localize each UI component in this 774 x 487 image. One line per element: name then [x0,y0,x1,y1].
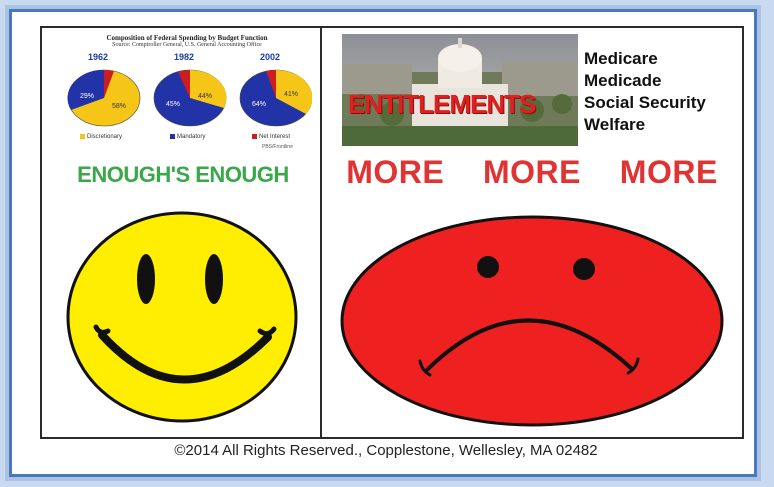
left-eye [477,256,499,278]
image-frame: Composition of Federal Spending by Budge… [9,9,757,477]
smile-mouth [98,331,272,384]
more-more-more-headline: MORE MORE MORE [346,154,718,190]
federal-spending-chart: Composition of Federal Spending by Budge… [62,34,312,152]
program-medicade: Medicade [584,71,662,90]
legend-discretionary: Discretionary [80,134,122,140]
frown-mouth [424,318,634,373]
frowning-face-icon [340,215,724,427]
left-panel: Composition of Federal Spending by Budge… [40,26,322,439]
enoughs-enough-headline: ENOUGH'S ENOUGH [77,162,289,187]
legend-swatch-discretionary [80,134,85,139]
right-panel: ENTITLEMENTS Medicare Medicade Social Se… [320,26,744,439]
legend-label-mandatory: Mandatory [177,134,206,141]
legend-swatch-net-interest [252,134,257,139]
pie-1962: 29% 58% [67,69,141,127]
program-medicare: Medicare [584,49,658,68]
right-eye [573,258,595,280]
chart-credit: PBS/Frontline [262,144,293,150]
year-label-1962: 1962 [88,52,109,62]
pie-2002: 64% 41% [239,69,312,127]
pie-1982-right-pct: 44% [198,93,212,100]
copyright-notice: ©2014 All Rights Reserved., Copplestone,… [174,442,598,459]
left-eye [137,254,155,304]
pie-2002-left-pct: 64% [252,101,266,108]
legend-label-net-interest: Net Interest [259,134,291,141]
legend-label-discretionary: Discretionary [87,134,123,141]
legend-net-interest: Net Interest [252,134,290,140]
entitlements-overlay: ENTITLEMENTS [348,89,536,119]
program-social-security: Social Security [584,93,706,112]
chart-source: Source: Comptroller General, U.S. Genera… [112,42,262,48]
legend-swatch-mandatory [170,134,175,139]
right-eye [205,254,223,304]
pie-2002-right-pct: 41% [284,91,298,98]
smiley-face-icon [66,211,298,423]
pie-1982: 45% 44% [153,69,227,127]
program-welfare: Welfare [584,115,646,134]
year-label-1982: 1982 [174,52,195,62]
chart-title: Composition of Federal Spending by Budge… [106,34,268,42]
pie-1962-left-pct: 29% [80,93,94,100]
program-list: Medicare Medicade Social Security Welfar… [584,48,706,136]
capitol-building-image [342,34,578,146]
pie-1982-left-pct: 45% [166,101,180,108]
legend-mandatory: Mandatory [170,134,205,140]
year-label-2002: 2002 [260,52,281,62]
capitol-photo: ENTITLEMENTS [342,34,578,146]
pie-charts: 29% 58% 45% 44% 64% 41% [67,69,312,127]
pie-1962-right-pct: 58% [112,103,126,110]
